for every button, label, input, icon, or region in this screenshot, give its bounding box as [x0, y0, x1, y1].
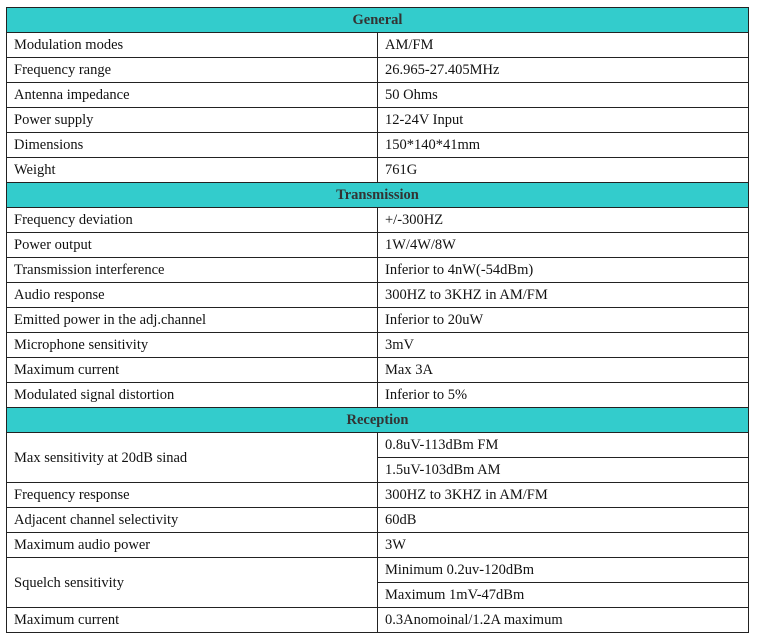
spec-label: Maximum current — [6, 357, 378, 383]
spec-label: Microphone sensitivity — [6, 332, 378, 358]
spec-value: 1.5uV-103dBm AM — [377, 457, 749, 483]
spec-row: Weight 761G — [6, 157, 749, 183]
spec-label: Audio response — [6, 282, 378, 308]
section-header-transmission: Transmission — [6, 182, 749, 208]
spec-row: Microphone sensitivity 3mV — [6, 332, 749, 358]
spec-row: 1.5uV-103dBm AM — [7, 457, 749, 483]
spec-value: 1W/4W/8W — [377, 232, 749, 258]
spec-value: 0.8uV-113dBm FM — [377, 432, 749, 458]
section-header-reception: Reception — [6, 407, 749, 433]
spec-value: 3W — [377, 532, 749, 558]
spec-row: Frequency range 26.965-27.405MHz — [6, 57, 749, 83]
spec-value: Inferior to 4nW(-54dBm) — [377, 257, 749, 283]
spec-label: Dimensions — [6, 132, 378, 158]
spec-label: Modulation modes — [6, 32, 378, 58]
section-title: Reception — [6, 407, 749, 433]
spec-label: Maximum current — [6, 607, 378, 633]
spec-row: Audio response 300HZ to 3KHZ in AM/FM — [6, 282, 749, 308]
spec-row: Frequency deviation +/-300HZ — [6, 207, 749, 233]
spec-label: Maximum audio power — [6, 532, 378, 558]
spec-label: Transmission interference — [6, 257, 378, 283]
spec-label: Weight — [6, 157, 378, 183]
spec-row: Max sensitivity at 20dB sinad 0.8uV-113dB… — [6, 432, 749, 483]
spec-label: Power supply — [6, 107, 378, 133]
section-title: Transmission — [6, 182, 749, 208]
spec-label: Max sensitivity at 20dB sinad — [6, 432, 378, 483]
specifications-body: General Modulation modes AM/FM Frequency ra… — [6, 7, 749, 633]
spec-row: Modulation modes AM/FM — [6, 32, 749, 58]
spec-value: 3mV — [377, 332, 749, 358]
spec-value: 50 Ohms — [377, 82, 749, 108]
spec-label: Frequency range — [6, 57, 378, 83]
spec-label: Antenna impedance — [6, 82, 378, 108]
spec-value: 0.3Anomoinal/1.2A maximum — [377, 607, 749, 633]
spec-value: 12-24V Input — [377, 107, 749, 133]
spec-label: Frequency deviation — [6, 207, 378, 233]
spec-label: Emitted power in the adj.channel — [6, 307, 378, 333]
spec-value: 300HZ to 3KHZ in AM/FM — [377, 282, 749, 308]
spec-row: Antenna impedance 50 Ohms — [6, 82, 749, 108]
spec-value: AM/FM — [377, 32, 749, 58]
spec-value: 300HZ to 3KHZ in AM/FM — [377, 482, 749, 508]
spec-row: Maximum audio power 3W — [6, 532, 749, 558]
spec-row: Squelch sensitivity Minimum 0.2uv-120dBm — [6, 557, 749, 608]
spec-row: Modulated signal distortion Inferior to 5… — [6, 382, 749, 408]
spec-value: 761G — [377, 157, 749, 183]
spec-value: +/-300HZ — [377, 207, 749, 233]
spec-row: Emitted power in the adj.channel Inferior… — [6, 307, 749, 333]
spec-label: Squelch sensitivity — [6, 557, 378, 608]
spec-row: Power supply 12-24V Input — [6, 107, 749, 133]
spec-row: Maximum 1mV-47dBm — [7, 582, 749, 608]
section-header-general: General — [6, 7, 749, 33]
spec-label: Adjacent channel selectivity — [6, 507, 378, 533]
spec-label: Frequency response — [6, 482, 378, 508]
section-title: General — [6, 7, 749, 33]
spec-row: Maximum current Max 3A — [6, 357, 749, 383]
spec-value: Maximum 1mV-47dBm — [377, 582, 749, 608]
spec-value: Max 3A — [377, 357, 749, 383]
spec-value: 26.965-27.405MHz — [377, 57, 749, 83]
spec-row: Maximum current 0.3Anomoinal/1.2A maximum — [6, 607, 749, 633]
spec-row: Transmission interference Inferior to 4nW… — [6, 257, 749, 283]
spec-value: Inferior to 5% — [377, 382, 749, 408]
spec-value: Minimum 0.2uv-120dBm — [377, 557, 749, 583]
spec-value: 150*140*41mm — [377, 132, 749, 158]
specifications-table: General Modulation modes AM/FM Frequency ra… — [6, 7, 749, 633]
spec-row: Adjacent channel selectivity 60dB — [6, 507, 749, 533]
spec-row: Power output 1W/4W/8W — [6, 232, 749, 258]
spec-row: Frequency response 300HZ to 3KHZ in AM/FM — [6, 482, 749, 508]
spec-row: Dimensions 150*140*41mm — [6, 132, 749, 158]
spec-value: Inferior to 20uW — [377, 307, 749, 333]
spec-label: Modulated signal distortion — [6, 382, 378, 408]
spec-label: Power output — [6, 232, 378, 258]
spec-value: 60dB — [377, 507, 749, 533]
